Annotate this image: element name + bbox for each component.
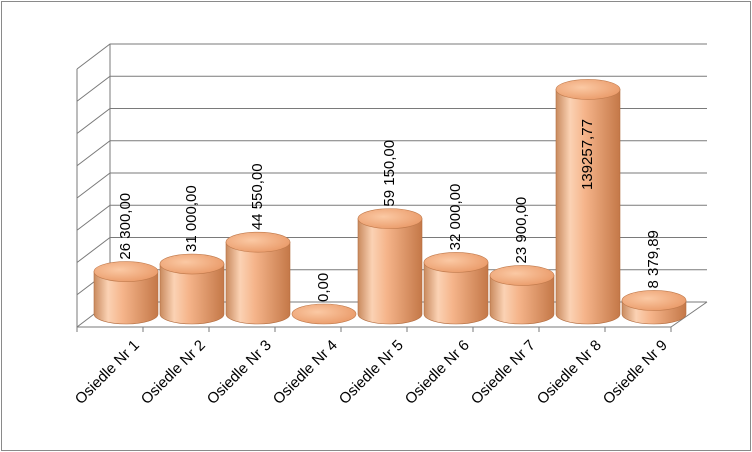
bar-body <box>423 262 489 325</box>
data-label: 59 150,00 <box>381 140 398 207</box>
bar-top <box>93 261 159 282</box>
category-label: Osiedle Nr 3 <box>204 337 275 408</box>
bar <box>291 303 357 325</box>
data-label: 44 550,00 <box>249 163 266 230</box>
data-label: 26 300,00 <box>117 193 134 260</box>
category-label: Osiedle Nr 6 <box>402 337 473 408</box>
data-label: 8 379,89 <box>645 230 662 288</box>
category-label: Osiedle Nr 2 <box>138 337 209 408</box>
bar <box>621 290 687 325</box>
bar-body <box>93 271 159 325</box>
bars-layer <box>93 79 687 325</box>
category-label: Osiedle Nr 7 <box>468 337 539 408</box>
bar <box>225 231 291 325</box>
data-label: 31 000,00 <box>183 185 200 252</box>
bar-body <box>357 218 423 325</box>
bar <box>489 265 555 325</box>
bar <box>93 261 159 325</box>
data-label: 0,00 <box>315 273 332 302</box>
floor-right-edge <box>670 301 708 328</box>
category-label: Osiedle Nr 5 <box>336 337 407 408</box>
bar-top <box>357 208 423 229</box>
bar-top <box>291 303 357 325</box>
data-label: 32 000,00 <box>447 184 464 251</box>
bar-body <box>489 275 555 325</box>
gridline <box>76 43 707 70</box>
bar-top <box>489 265 555 286</box>
bar-top <box>621 290 687 311</box>
labels-layer: 26 300,00 31 000,00 44 550,00 0,00 59 150,00… <box>117 119 662 302</box>
bar-top <box>423 252 489 273</box>
bar-body <box>555 89 621 325</box>
data-label: 139257,77 <box>579 119 596 190</box>
bar <box>159 253 225 325</box>
category-label: Osiedle Nr 4 <box>270 337 341 408</box>
bar-body <box>225 241 291 325</box>
category-label: Osiedle Nr 1 <box>72 337 143 408</box>
category-label: Osiedle Nr 9 <box>600 337 671 408</box>
bar <box>423 252 489 325</box>
bar-top <box>225 231 291 253</box>
bar-body <box>159 263 225 325</box>
bar-top <box>555 79 621 100</box>
bar-top <box>159 253 225 275</box>
bar <box>357 208 423 325</box>
category-label: Osiedle Nr 8 <box>534 337 605 408</box>
data-label: 23 900,00 <box>513 197 530 264</box>
bar <box>555 79 621 325</box>
